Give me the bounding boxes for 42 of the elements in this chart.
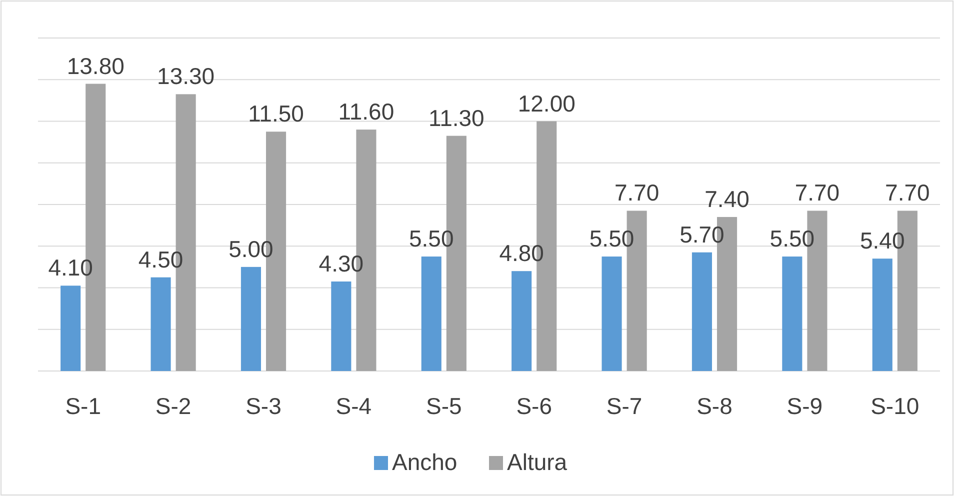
- data-label: 5.00: [228, 236, 274, 262]
- legend-label: Ancho: [392, 449, 458, 475]
- bar: [150, 277, 171, 371]
- data-label: 7.70: [794, 180, 840, 206]
- data-label: 5.40: [860, 228, 905, 254]
- x-tick-label: S-9: [786, 393, 823, 419]
- data-label: 5.50: [589, 226, 634, 252]
- legend-label: Altura: [507, 449, 568, 475]
- x-tick-label: S-4: [336, 393, 372, 419]
- data-label: 4.30: [318, 250, 364, 277]
- bar: [692, 252, 712, 371]
- data-label: 4.10: [48, 254, 93, 281]
- bar: [602, 256, 622, 371]
- bar: [240, 266, 261, 371]
- bar: [782, 256, 802, 371]
- data-label: 4.50: [138, 246, 184, 272]
- data-label: 7.70: [885, 180, 930, 206]
- x-tick-label: S-7: [606, 393, 642, 419]
- data-label: 12.00: [518, 90, 576, 116]
- data-label: 13.30: [157, 63, 215, 90]
- data-label: 5.50: [408, 226, 454, 252]
- bar: [60, 286, 81, 371]
- bar: [421, 256, 442, 371]
- x-tick-label: S-1: [65, 393, 101, 419]
- x-tick-label: S-10: [870, 393, 920, 419]
- bar: [872, 258, 892, 371]
- data-label: 5.70: [680, 221, 724, 248]
- data-label: 11.30: [428, 104, 484, 131]
- data-label: 4.80: [499, 240, 544, 266]
- data-label: 5.50: [770, 226, 815, 252]
- x-tick-label: S-5: [426, 393, 462, 419]
- data-label: 13.80: [66, 52, 124, 79]
- x-tick-label: S-6: [516, 393, 552, 419]
- x-tick-label: S-2: [155, 393, 192, 419]
- bar: [331, 282, 352, 371]
- data-label: 11.60: [338, 98, 394, 125]
- x-tick-label: S-3: [246, 393, 282, 419]
- data-label: 7.40: [704, 186, 750, 212]
- x-tick-label: S-8: [696, 393, 732, 419]
- data-label: 11.50: [248, 100, 304, 127]
- bar: [512, 271, 532, 371]
- data-label: 7.70: [614, 180, 660, 206]
